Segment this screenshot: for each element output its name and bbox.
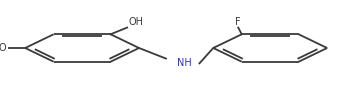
Text: F: F xyxy=(235,17,241,27)
Text: O: O xyxy=(0,43,7,53)
Text: OH: OH xyxy=(129,17,144,27)
Text: NH: NH xyxy=(176,58,191,68)
